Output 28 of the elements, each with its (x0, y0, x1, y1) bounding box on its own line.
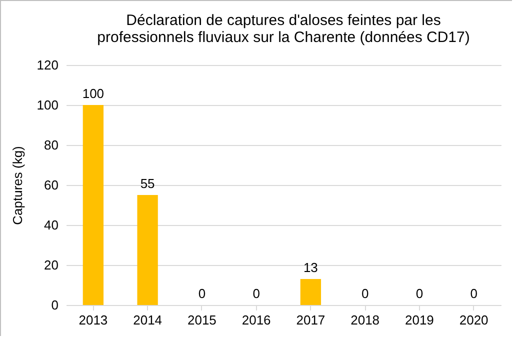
data-label: 0 (361, 286, 369, 301)
y-tick-label: 40 (44, 218, 58, 232)
x-tick-label: 2018 (350, 312, 380, 328)
x-tick-label: 2015 (187, 312, 216, 328)
data-label: 0 (252, 286, 260, 301)
x-tick-label: 2020 (459, 312, 488, 328)
bar (82, 105, 104, 305)
x-tick-label: 2017 (296, 312, 326, 328)
data-label: 55 (140, 176, 155, 191)
data-label: 0 (470, 286, 478, 301)
data-label: 100 (82, 86, 104, 101)
bar (137, 195, 158, 305)
y-axis-title: Captures (kg) (10, 146, 25, 225)
y-tick-label: 0 (51, 298, 58, 312)
data-label: 13 (303, 260, 318, 275)
y-tick-label: 60 (44, 178, 58, 192)
y-tick-label: 100 (36, 98, 58, 112)
chart-title: Déclaration de captures d'aloses feintes par les professionnels fluviaux sur la Charente (données CD17) (97, 12, 470, 46)
bar (300, 279, 322, 305)
x-tick-label: 2014 (133, 312, 162, 328)
data-label: 0 (416, 286, 424, 301)
x-tick-label: 2019 (404, 312, 434, 328)
y-tick-label: 120 (36, 58, 58, 72)
x-tick-label: 2016 (242, 312, 271, 328)
y-tick-label: 80 (44, 138, 58, 152)
x-tick-label: 2013 (78, 312, 108, 328)
y-tick-label: 20 (44, 258, 58, 272)
data-label: 0 (198, 286, 206, 301)
